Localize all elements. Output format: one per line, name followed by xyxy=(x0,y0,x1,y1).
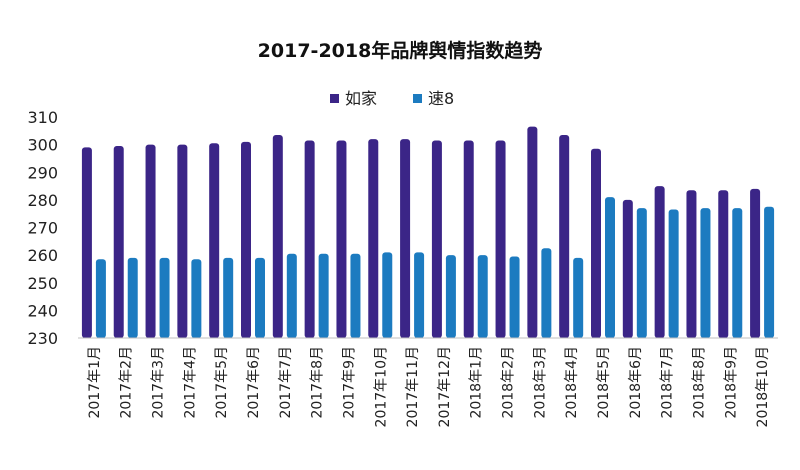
bar-su8 xyxy=(95,259,106,338)
x-tick-label: 2017年12月 xyxy=(437,346,453,427)
bar-su8 xyxy=(541,248,552,338)
bar-rujia xyxy=(336,140,347,338)
bar-rujia xyxy=(622,199,633,338)
bar-rujia xyxy=(654,186,665,338)
bar-rujia xyxy=(304,140,315,338)
bar-su8 xyxy=(700,208,711,338)
legend-label-su8: 速8 xyxy=(428,89,454,108)
bar-su8 xyxy=(605,197,615,338)
bar-rujia xyxy=(272,134,283,338)
y-tick-label: 280 xyxy=(27,191,58,210)
bar-rujia xyxy=(591,148,601,338)
x-tick-label: 2017年3月 xyxy=(151,346,167,419)
bar-su8 xyxy=(223,257,234,338)
bar-su8 xyxy=(636,208,647,338)
x-tick-label: 2017年5月 xyxy=(214,346,230,419)
x-tick-label: 2017年6月 xyxy=(246,346,262,419)
bars xyxy=(81,126,775,338)
x-tick-label: 2017年8月 xyxy=(310,346,326,419)
y-tick-label: 230 xyxy=(27,329,58,348)
x-tick-label: 2017年2月 xyxy=(119,346,135,419)
x-tick-label: 2017年1月 xyxy=(87,346,103,419)
bar-su8 xyxy=(350,253,361,338)
x-tick-label: 2018年5月 xyxy=(596,346,612,419)
x-tick-label: 2017年11月 xyxy=(405,346,421,427)
bar-rujia xyxy=(559,134,570,338)
x-tick-label: 2018年1月 xyxy=(469,346,485,419)
legend-swatch-rujia xyxy=(330,94,339,103)
bar-su8 xyxy=(668,209,679,338)
bar-su8 xyxy=(509,256,520,338)
bar-su8 xyxy=(191,259,202,338)
y-tick-label: 290 xyxy=(27,163,58,182)
bar-su8 xyxy=(127,257,138,338)
bar-su8 xyxy=(477,255,488,338)
x-tick-label: 2017年7月 xyxy=(278,346,294,419)
x-tick-label: 2018年9月 xyxy=(723,346,739,419)
legend-swatch-su8 xyxy=(413,94,422,103)
bar-rujia xyxy=(527,126,538,338)
bar-rujia xyxy=(113,146,124,338)
bar-rujia xyxy=(431,140,442,338)
bar-rujia xyxy=(463,140,474,338)
x-tick-label: 2018年2月 xyxy=(501,346,517,419)
bar-rujia xyxy=(145,144,156,338)
y-tick-label: 250 xyxy=(27,274,58,293)
x-tick-label: 2018年10月 xyxy=(755,346,771,427)
y-tick-label: 300 xyxy=(27,136,58,155)
legend-label-rujia: 如家 xyxy=(345,89,377,108)
bar-rujia xyxy=(209,143,220,338)
bar-su8 xyxy=(286,253,297,338)
bar-su8 xyxy=(764,206,775,338)
y-tick-label: 310 xyxy=(27,108,58,127)
bar-rujia xyxy=(368,139,379,338)
x-tick-label: 2018年3月 xyxy=(532,346,548,419)
bar-su8 xyxy=(414,252,425,338)
y-tick-label: 270 xyxy=(27,219,58,238)
bar-rujia xyxy=(495,140,506,338)
x-tick-label: 2018年4月 xyxy=(564,346,580,419)
bar-rujia xyxy=(686,190,697,338)
x-tick-label: 2017年4月 xyxy=(182,346,198,419)
x-axis: 2017年1月 2017年2月 2017年3月 2017年4月 2017年5月 2017年… xyxy=(87,346,771,427)
x-tick-label: 2018年8月 xyxy=(691,346,707,419)
bar-su8 xyxy=(318,253,329,338)
y-tick-label: 240 xyxy=(27,301,58,320)
bar-su8 xyxy=(573,257,584,338)
bar-rujia xyxy=(177,144,188,338)
bar-su8 xyxy=(159,257,170,338)
bar-rujia xyxy=(241,141,251,338)
chart-title: 2017-2018年品牌舆情指数趋势 xyxy=(258,39,543,62)
bar-su8 xyxy=(382,252,393,338)
bar-rujia xyxy=(81,147,92,338)
bar-su8 xyxy=(445,255,456,338)
x-tick-label: 2018年6月 xyxy=(628,346,644,419)
bar-rujia xyxy=(718,190,729,338)
bar-rujia xyxy=(750,188,761,338)
bar-su8 xyxy=(732,208,743,338)
y-tick-label: 260 xyxy=(27,246,58,265)
legend: 如家 速8 xyxy=(330,89,454,108)
x-tick-label: 2017年10月 xyxy=(373,346,389,427)
x-tick-label: 2018年7月 xyxy=(660,346,676,419)
x-tick-label: 2017年9月 xyxy=(341,346,357,419)
y-axis: 230 240 250 260 270 280 290 300 310 xyxy=(27,108,58,348)
bar-su8 xyxy=(255,257,265,338)
bar-rujia xyxy=(400,139,411,338)
